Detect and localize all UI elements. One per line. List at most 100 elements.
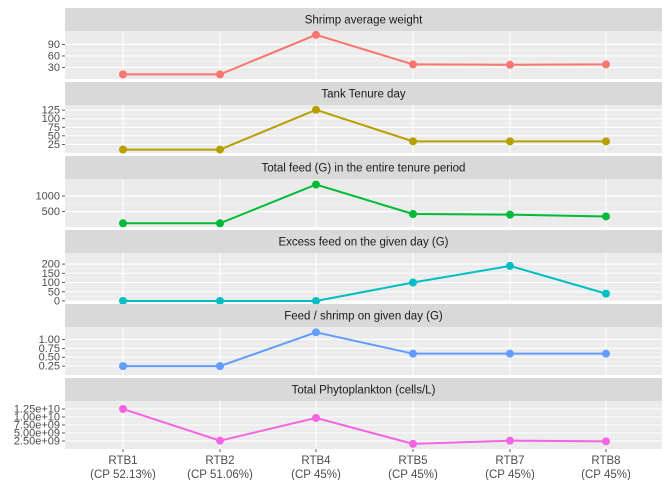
- x-tick-label: RTB4: [301, 455, 331, 467]
- series-line: [123, 183, 607, 225]
- data-point: [506, 349, 514, 358]
- facet-strip: [65, 82, 662, 105]
- y-tick-label: 60: [48, 50, 60, 62]
- data-point: [119, 362, 127, 371]
- facet-panel: Feed / shrimp on given day (G) 0.250.500.…: [39, 304, 662, 375]
- series-line: [123, 33, 607, 76]
- y-tick-label: 25: [48, 139, 60, 151]
- data-point: [216, 297, 224, 305]
- data-point: [119, 405, 127, 413]
- x-tick-label: RTB8: [591, 455, 620, 467]
- y-tick-label: 75: [48, 122, 60, 134]
- data-point: [602, 437, 610, 446]
- y-tick-label: 2.50e+09: [14, 436, 60, 448]
- y-tick-label: 0.25: [39, 361, 60, 373]
- data-point: [409, 349, 417, 358]
- series-line: [122, 408, 607, 445]
- facet-strip: [65, 156, 662, 179]
- data-point: [312, 30, 320, 39]
- data-point: [312, 413, 320, 422]
- data-point: [409, 278, 417, 287]
- y-tick-label: 1.25e+10: [14, 404, 60, 416]
- data-point: [506, 261, 514, 270]
- facet-strip: [65, 230, 662, 253]
- facet-strip: [65, 378, 662, 401]
- facet-panel: Total Phytoplankton (cells/L) 2.50e+095.0…: [14, 378, 662, 449]
- facet-panel: Total feed (G) in the entire tenure peri…: [36, 156, 662, 228]
- y-tick-label: 125: [42, 105, 60, 117]
- data-point: [409, 209, 417, 218]
- series-line: [123, 108, 606, 151]
- x-tick-label: RTB1: [108, 455, 137, 467]
- facet-panel: Excess feed on the given day (G) 05010015…: [42, 230, 662, 308]
- panel-background: [65, 253, 662, 301]
- data-point: [602, 60, 610, 69]
- facet-strip: [65, 304, 662, 327]
- x-tick-label: RTB2: [205, 455, 234, 467]
- data-point: [119, 145, 127, 154]
- x-tick-sublabel: (CP 52.13%): [90, 469, 156, 480]
- data-point: [409, 60, 417, 69]
- panel-background: [65, 179, 662, 227]
- y-tick-label: 0: [54, 296, 60, 308]
- y-tick-label: 1000: [36, 191, 60, 203]
- x-tick-sublabel: (CP 45%): [388, 469, 438, 480]
- y-tick-label: 100: [42, 113, 60, 125]
- y-tick-label: 100: [42, 277, 60, 289]
- data-point: [506, 137, 514, 146]
- y-tick-label: 90: [48, 39, 60, 51]
- y-tick-label: 50: [48, 130, 60, 142]
- data-point: [119, 297, 127, 305]
- data-point: [506, 436, 514, 445]
- data-point: [312, 328, 320, 337]
- facet-strip: [65, 8, 662, 31]
- series-line: [123, 331, 606, 368]
- data-point: [216, 362, 224, 371]
- y-tick-label: 500: [42, 206, 60, 218]
- y-tick-label: 150: [42, 268, 60, 280]
- x-tick-label: RTB7: [495, 455, 524, 467]
- series-line: [123, 264, 607, 302]
- x-tick-sublabel: (CP 45%): [291, 469, 341, 480]
- x-tick-sublabel: (CP 45%): [581, 469, 631, 480]
- facet-title: Tank Tenure day: [321, 89, 405, 101]
- data-point: [216, 219, 224, 228]
- data-point: [506, 210, 514, 219]
- data-point: [602, 137, 610, 146]
- panel-background: [65, 327, 662, 375]
- y-tick-label: 1.00e+10: [14, 412, 60, 424]
- y-tick-label: 200: [42, 259, 60, 271]
- data-point: [409, 439, 417, 448]
- data-point: [602, 212, 610, 221]
- facet-title: Total Phytoplankton (cells/L): [292, 385, 436, 397]
- facet-title: Excess feed on the given day (G): [278, 237, 448, 249]
- data-point: [216, 145, 224, 154]
- data-point: [506, 60, 514, 69]
- data-point: [312, 297, 320, 305]
- data-point: [602, 349, 610, 358]
- data-point: [216, 70, 224, 79]
- x-tick-sublabel: (CP 45%): [485, 469, 535, 480]
- panel-background: [65, 31, 662, 79]
- data-point: [602, 289, 610, 298]
- facet-title: Total feed (G) in the entire tenure peri…: [262, 163, 466, 175]
- data-point: [119, 70, 127, 79]
- data-point: [216, 436, 224, 445]
- y-tick-label: 50: [48, 286, 60, 298]
- data-point: [312, 180, 320, 189]
- data-point: [119, 219, 127, 228]
- facet-title: Shrimp average weight: [305, 15, 423, 27]
- data-point: [409, 137, 417, 146]
- y-tick-label: 1.00: [39, 334, 60, 346]
- panel-background: [65, 105, 662, 153]
- facet-title: Feed / shrimp on given day (G): [284, 311, 443, 323]
- x-tick-sublabel: (CP 51.06%): [187, 469, 253, 480]
- y-tick-label: 7.50e+09: [14, 420, 60, 432]
- data-point: [312, 105, 320, 114]
- x-tick-label: RTB5: [398, 455, 427, 467]
- y-tick-label: 5.00e+09: [14, 428, 60, 440]
